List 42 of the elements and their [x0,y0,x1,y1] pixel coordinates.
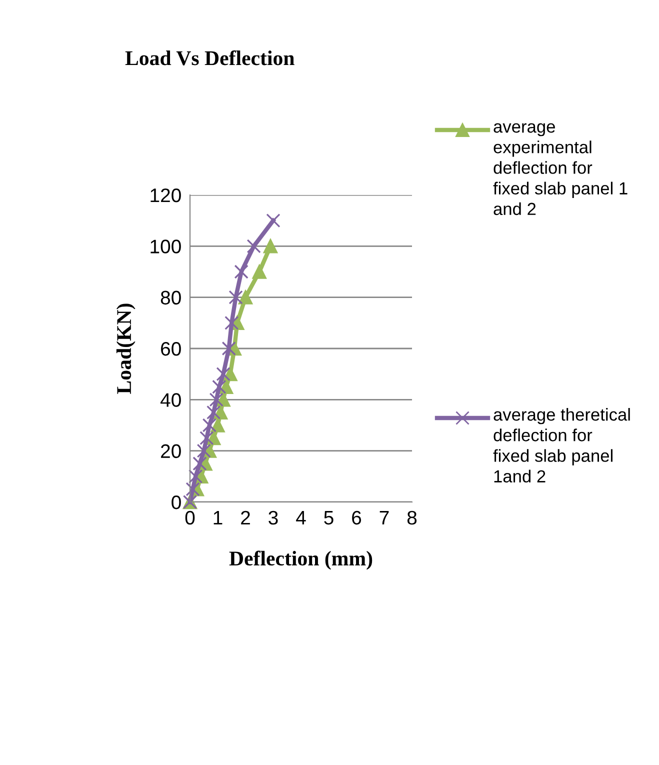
point [246,239,261,254]
x-tick-label: 0 [185,510,195,525]
y-tick-label: 20 [161,444,181,458]
y-axis-title: Load(KN) [116,304,136,394]
point [224,316,239,330]
point [209,392,224,407]
point [192,456,207,471]
y-tick-label: 120 [150,188,181,202]
x-tick-label: 1 [214,511,222,524]
y-tick-label: 0 [172,495,181,510]
x-axis-title: Deflection (mm) [229,550,372,570]
point [196,444,211,458]
point [222,341,236,356]
y-tick-label: 60 [161,342,181,356]
x-tick-label: 5 [324,511,334,525]
point [228,290,243,304]
x-tick-label: 7 [380,511,389,524]
x-tick-label: 2 [241,510,250,524]
x-tick-label: 4 [296,511,306,524]
point [266,214,280,228]
legend-label: average experimental deflection for fixed slab panel 1 and 2 [493,123,628,216]
point [234,264,248,279]
point [216,367,230,382]
chart-title: Load Vs Deflection [125,50,294,66]
point [188,469,203,484]
point [238,290,253,304]
point [200,430,214,446]
point [252,264,266,279]
point [202,418,217,432]
x-tick-label: 3 [268,510,278,525]
point [263,239,278,254]
point [186,482,200,496]
legend-label: average theretical deflection for fixed slab panel 1and 2 [493,408,630,483]
point [216,392,230,407]
x-tick-label: 6 [352,510,362,525]
point [206,405,221,420]
y-tick-label: 100 [150,240,181,254]
point [210,418,225,432]
y-tick-label: 40 [160,393,181,407]
y-tick-label: 80 [160,290,181,305]
point [212,380,226,394]
x-tick-label: 8 [407,510,417,525]
